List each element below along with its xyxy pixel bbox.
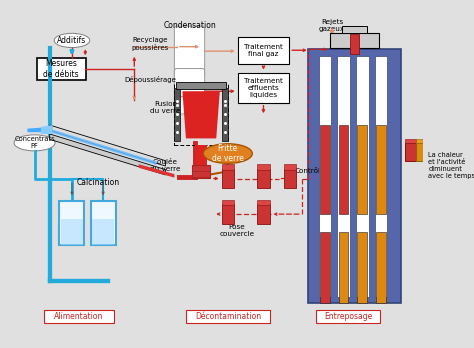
FancyBboxPatch shape xyxy=(221,204,234,224)
Text: Rejets
gazeux: Rejets gazeux xyxy=(319,19,345,32)
Text: Traitement
effluents
liquides: Traitement effluents liquides xyxy=(244,78,283,98)
FancyBboxPatch shape xyxy=(339,125,348,214)
Ellipse shape xyxy=(14,135,55,151)
Text: Calcination: Calcination xyxy=(77,179,120,188)
FancyBboxPatch shape xyxy=(284,169,296,188)
FancyBboxPatch shape xyxy=(174,26,205,78)
Ellipse shape xyxy=(203,144,252,163)
Polygon shape xyxy=(61,219,82,245)
FancyBboxPatch shape xyxy=(416,139,427,143)
Text: Additifs: Additifs xyxy=(57,36,87,45)
FancyBboxPatch shape xyxy=(308,49,401,303)
Polygon shape xyxy=(41,125,52,134)
FancyBboxPatch shape xyxy=(319,56,331,297)
FancyBboxPatch shape xyxy=(357,125,367,214)
FancyBboxPatch shape xyxy=(37,58,86,80)
Polygon shape xyxy=(92,219,114,245)
Polygon shape xyxy=(182,91,220,139)
FancyBboxPatch shape xyxy=(185,310,270,323)
Text: Coulée
du verre: Coulée du verre xyxy=(150,159,181,172)
FancyBboxPatch shape xyxy=(339,232,348,303)
FancyBboxPatch shape xyxy=(237,37,289,64)
FancyBboxPatch shape xyxy=(350,34,359,54)
FancyBboxPatch shape xyxy=(257,169,270,188)
FancyBboxPatch shape xyxy=(320,125,330,214)
FancyBboxPatch shape xyxy=(416,143,427,161)
FancyBboxPatch shape xyxy=(330,33,379,48)
FancyBboxPatch shape xyxy=(91,201,116,245)
FancyBboxPatch shape xyxy=(320,232,330,303)
FancyBboxPatch shape xyxy=(174,88,180,141)
FancyBboxPatch shape xyxy=(59,201,84,245)
FancyBboxPatch shape xyxy=(176,82,226,89)
Text: Décontamination: Décontamination xyxy=(195,312,261,321)
Text: La chaleur
et l'activité
diminuent
avec le temps: La chaleur et l'activité diminuent avec … xyxy=(428,152,474,179)
Text: Contrôle: Contrôle xyxy=(295,168,325,174)
FancyBboxPatch shape xyxy=(221,164,234,169)
FancyBboxPatch shape xyxy=(356,56,369,297)
Text: Pose
couvercle: Pose couvercle xyxy=(219,224,254,237)
Text: Condensation: Condensation xyxy=(163,21,216,30)
FancyBboxPatch shape xyxy=(342,26,367,33)
Polygon shape xyxy=(50,129,156,165)
FancyBboxPatch shape xyxy=(405,139,416,143)
FancyBboxPatch shape xyxy=(357,232,367,303)
FancyBboxPatch shape xyxy=(316,310,380,323)
FancyBboxPatch shape xyxy=(221,200,234,205)
Polygon shape xyxy=(139,164,174,177)
FancyBboxPatch shape xyxy=(284,164,296,169)
Text: Mesures
de débits: Mesures de débits xyxy=(44,59,79,79)
FancyBboxPatch shape xyxy=(257,164,270,169)
Polygon shape xyxy=(50,125,165,166)
FancyBboxPatch shape xyxy=(192,165,210,177)
FancyBboxPatch shape xyxy=(257,204,270,224)
Text: Alimentation: Alimentation xyxy=(55,312,104,321)
FancyBboxPatch shape xyxy=(45,310,114,323)
Text: Fusion
du verre: Fusion du verre xyxy=(150,101,181,114)
FancyBboxPatch shape xyxy=(375,56,387,297)
Polygon shape xyxy=(50,134,165,175)
Ellipse shape xyxy=(54,33,90,48)
FancyBboxPatch shape xyxy=(376,125,386,214)
FancyBboxPatch shape xyxy=(237,72,289,103)
FancyBboxPatch shape xyxy=(192,171,210,177)
FancyBboxPatch shape xyxy=(221,169,234,188)
FancyBboxPatch shape xyxy=(376,232,386,303)
FancyBboxPatch shape xyxy=(174,69,205,114)
Text: Concentrats
PF: Concentrats PF xyxy=(14,136,55,149)
Text: Entreposage: Entreposage xyxy=(324,312,372,321)
Text: Traitement
final gaz: Traitement final gaz xyxy=(244,44,283,57)
Polygon shape xyxy=(27,127,52,132)
FancyBboxPatch shape xyxy=(337,56,350,297)
FancyBboxPatch shape xyxy=(405,143,416,161)
Text: Dépoussiérage: Dépoussiérage xyxy=(124,76,176,83)
FancyBboxPatch shape xyxy=(257,200,270,205)
Text: Recyclage
poussières: Recyclage poussières xyxy=(132,37,169,51)
Polygon shape xyxy=(195,145,207,165)
Text: Fritte
de verre: Fritte de verre xyxy=(212,144,244,163)
FancyBboxPatch shape xyxy=(222,88,228,141)
